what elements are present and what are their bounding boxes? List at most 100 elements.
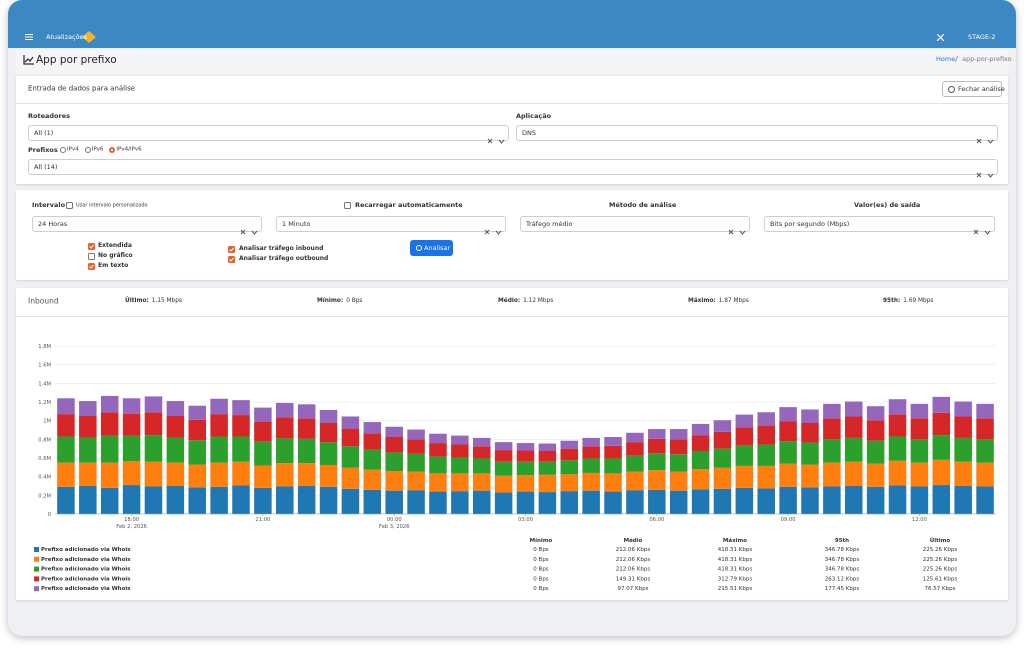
stat-label: Último: (125, 298, 149, 305)
traffic-checkbox[interactable] (228, 245, 235, 253)
bar-segment (363, 489, 382, 514)
clear-icon[interactable] (728, 221, 735, 235)
summary-cell: 125.61 Kbps (923, 576, 958, 582)
dropdown-icon[interactable] (987, 130, 994, 144)
display-checkbox[interactable] (88, 262, 95, 270)
custom-interval-checkbox[interactable] (66, 201, 73, 209)
bar-segment (888, 460, 907, 486)
app-name: Atualizações (46, 32, 87, 41)
bar-segment (888, 399, 907, 415)
bar-segment (823, 462, 841, 487)
dropdown-icon[interactable] (251, 221, 258, 235)
stat-label: Mínimo: (317, 298, 344, 305)
select[interactable] (520, 216, 750, 232)
bar-segment (122, 398, 141, 414)
bar-segment (451, 491, 469, 514)
bar-segment (648, 429, 666, 439)
bar-segment (801, 442, 819, 465)
field-label: Aplicação (516, 111, 552, 120)
summary-cell: 263.12 Kbps (825, 576, 860, 582)
dropdown-icon[interactable] (984, 221, 991, 235)
display-checkbox[interactable] (88, 242, 95, 250)
select[interactable] (28, 159, 998, 175)
bar-segment (801, 409, 819, 423)
bar-segment (538, 451, 557, 462)
legend-label: Prefixo adicionado via Whois (41, 576, 131, 582)
select[interactable] (32, 216, 262, 232)
analyze-button[interactable] (410, 240, 453, 256)
bar-segment (451, 444, 469, 458)
bar-segment (582, 490, 600, 514)
radio-label: IPv6 (91, 146, 104, 153)
bar-segment (779, 463, 797, 487)
dropdown-icon[interactable] (739, 221, 746, 235)
bar-segment (626, 471, 644, 491)
bar-segment (823, 439, 841, 463)
bar-segment (451, 457, 469, 474)
bar-segment (669, 471, 688, 491)
y-tick-label: 0.4M (38, 475, 51, 481)
bar-segment (210, 486, 228, 514)
clear-icon[interactable] (487, 130, 494, 144)
bar-segment (845, 416, 863, 438)
radio[interactable] (84, 147, 91, 153)
display-checkbox[interactable] (88, 252, 95, 260)
bar-segment (341, 467, 360, 489)
auto-refresh-checkbox[interactable] (344, 201, 351, 209)
bar-segment (845, 461, 863, 486)
bar-segment (648, 489, 666, 514)
bar-segment (845, 401, 863, 417)
bar-segment (494, 450, 513, 462)
bar-segment (188, 487, 206, 514)
bar-segment (976, 462, 994, 487)
clear-icon[interactable] (240, 221, 247, 235)
dropdown-icon[interactable] (987, 164, 994, 178)
field-label: Intervalo (32, 200, 66, 209)
select[interactable] (28, 125, 509, 141)
close-button[interactable] (942, 81, 1002, 97)
bar-segment (713, 448, 732, 468)
bar-segment (713, 467, 732, 489)
stat-value: 1.87 Mbps (718, 298, 749, 305)
bar-segment (888, 485, 907, 514)
bar-segment (713, 488, 732, 514)
radio[interactable] (60, 147, 66, 153)
dropdown-icon[interactable] (498, 130, 505, 144)
bar-segment (582, 446, 600, 459)
clear-icon[interactable] (973, 221, 980, 235)
menu-icon[interactable] (25, 33, 33, 41)
bar-segment (954, 416, 972, 438)
bar-segment (560, 460, 579, 475)
bar-segment (910, 486, 929, 514)
select[interactable] (764, 216, 995, 232)
traffic-checkbox[interactable] (228, 255, 235, 263)
legend-swatch (34, 576, 39, 582)
clear-icon[interactable] (976, 130, 983, 144)
bar-segment (57, 462, 75, 487)
y-tick-label: 1.4M (38, 381, 51, 387)
bar-segment (166, 416, 185, 438)
select-value: All (1) (34, 128, 54, 137)
summary-cell: 0 Bps (533, 586, 549, 592)
bar-segment (276, 417, 294, 439)
dropdown-icon-glyph (984, 230, 991, 235)
clear-icon[interactable] (976, 164, 983, 178)
select[interactable] (276, 216, 506, 232)
bar-segment (538, 461, 557, 475)
bar-segment (385, 437, 403, 453)
bar-segment (779, 407, 797, 422)
select[interactable] (516, 125, 998, 141)
radio[interactable] (109, 147, 116, 153)
bar-segment (451, 473, 469, 492)
bar-segment (516, 475, 535, 492)
card-title: Entrada de dados para análise (28, 84, 136, 93)
column-header: Médio (624, 537, 643, 544)
clear-icon[interactable] (484, 221, 491, 235)
bar-segment (232, 415, 250, 437)
bar-segment (122, 413, 141, 436)
bar-segment (100, 412, 119, 436)
dropdown-icon[interactable] (495, 221, 502, 235)
fullscreen-icon[interactable] (937, 34, 944, 41)
bar-segment (976, 418, 994, 440)
bar-segment (538, 443, 557, 451)
